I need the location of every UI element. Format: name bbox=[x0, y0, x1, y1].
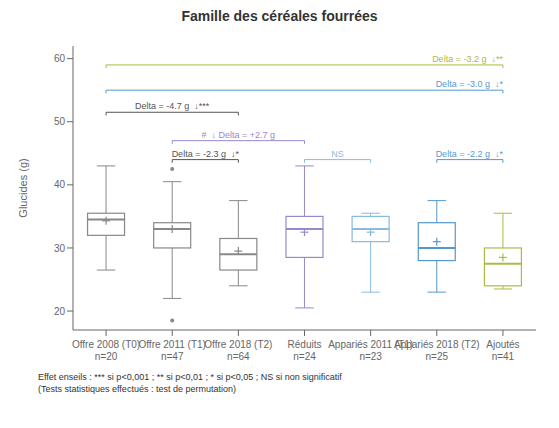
svg-text:Delta = -2.3 g ↓*: Delta = -2.3 g ↓* bbox=[172, 149, 240, 159]
svg-text:40: 40 bbox=[54, 179, 66, 190]
svg-text:20: 20 bbox=[54, 306, 66, 317]
svg-text:Ajoutésn=41: Ajoutésn=41 bbox=[486, 339, 519, 362]
svg-text:60: 60 bbox=[54, 53, 66, 64]
svg-text:Réduitsn=24: Réduitsn=24 bbox=[288, 339, 322, 362]
svg-text:Delta = -3.0 g ↓*: Delta = -3.0 g ↓* bbox=[436, 79, 504, 89]
svg-text:Offre 2008 (T0)n=20: Offre 2008 (T0)n=20 bbox=[72, 339, 140, 362]
svg-text:50: 50 bbox=[54, 116, 66, 127]
svg-text:30: 30 bbox=[54, 243, 66, 254]
html-text:(Tests statistiques effectués: (Tests statistiques effectués : test de … bbox=[38, 384, 236, 394]
svg-text:Glucides (g): Glucides (g) bbox=[17, 158, 29, 217]
svg-text:Delta = -3.2 g ↓**: Delta = -3.2 g ↓** bbox=[432, 54, 503, 64]
html-text:Famille des céréales fourrées: Famille des céréales fourrées bbox=[181, 8, 378, 24]
html-text:Appariés 2011 (T1): Appariés 2011 (T1) bbox=[328, 339, 414, 350]
svg-text:Offre 2018 (T2)n=64: Offre 2018 (T2)n=64 bbox=[204, 339, 272, 362]
svg-text:Offre 2011 (T1)n=47: Offre 2011 (T1)n=47 bbox=[138, 339, 205, 362]
svg-text:Delta = -2.2 g ↓*: Delta = -2.2 g ↓* bbox=[436, 149, 504, 159]
svg-text:# ↓ Delta = +2.7 g: # ↓ Delta = +2.7 g bbox=[202, 130, 276, 140]
svg-text:Appariés 2018 (T2)n=25: Appariés 2018 (T2)n=25 bbox=[394, 339, 480, 362]
html-text:Effet enseils : *** si p<0,001: Effet enseils : *** si p<0,001 ; ** si p… bbox=[38, 372, 342, 382]
svg-text:Delta = -4.7 g ↓***: Delta = -4.7 g ↓*** bbox=[135, 101, 210, 111]
svg-text:NS: NS bbox=[331, 149, 344, 159]
html-text:n=23: n=23 bbox=[359, 351, 382, 362]
